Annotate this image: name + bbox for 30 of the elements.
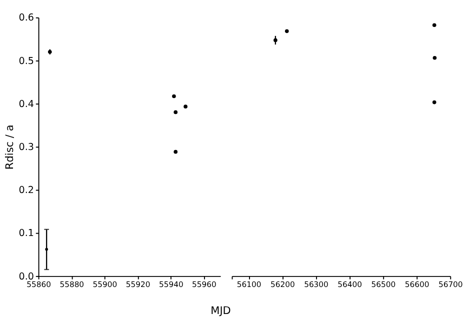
x-tick-label: 55940 (158, 280, 184, 289)
x-tick-label: 55960 (192, 280, 217, 289)
x-tick-label: 56100 (236, 280, 262, 289)
x-tick-label: 56200 (270, 280, 295, 289)
y-tick-label: 0.0 (18, 271, 34, 282)
point (184, 104, 188, 109)
y-tick-label: 0.4 (18, 98, 34, 110)
x-tick-label: 56700 (438, 280, 463, 289)
point (174, 110, 178, 114)
point (432, 56, 437, 60)
x-tick-label: 55880 (60, 280, 84, 289)
x-tick-label: 56600 (404, 280, 430, 289)
x-tick-label: 55920 (126, 280, 150, 289)
point (432, 100, 436, 104)
point (174, 150, 178, 154)
y-axis-title: Rdisc / a (4, 124, 16, 170)
point (172, 94, 176, 98)
x-tick-label: 56500 (371, 280, 396, 289)
x-tick-label: 56400 (338, 280, 362, 289)
y-tick-label: 0.5 (18, 56, 34, 67)
x-tick-label: 55860 (26, 280, 52, 289)
y-tick-label: 0.1 (18, 228, 34, 240)
x-axis-title: MJD (210, 304, 231, 317)
point (284, 29, 289, 34)
y-tick-label: 0.3 (18, 142, 34, 154)
point (432, 23, 436, 28)
x-tick-label: 55900 (92, 280, 118, 289)
y-tick-label: 0.6 (18, 12, 34, 24)
y-tick-label: 0.2 (18, 185, 34, 196)
x-tick-label: 56300 (304, 280, 329, 289)
